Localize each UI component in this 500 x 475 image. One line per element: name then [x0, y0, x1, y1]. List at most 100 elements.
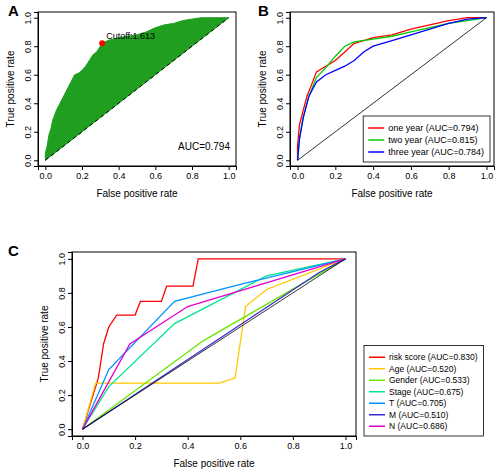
y-tick-mark	[68, 395, 72, 396]
y-tick-label: 1.0	[23, 12, 33, 25]
y-tick-mark	[34, 160, 38, 161]
legend-label: two year (AUC=0.815)	[388, 135, 477, 145]
x-tick-mark	[229, 166, 230, 170]
x-axis: 0.00.20.40.60.81.0	[291, 166, 495, 181]
y-tick-mark	[34, 46, 38, 47]
x-axis-line	[73, 437, 357, 441]
plot-frame	[72, 252, 356, 436]
y-tick-label: 1.0	[275, 12, 285, 25]
roc-line	[298, 18, 487, 161]
panel-title: C	[8, 242, 19, 259]
legend-swatch	[369, 403, 385, 405]
x-tick: 0.0	[292, 166, 305, 181]
y-axis-line	[34, 13, 39, 167]
x-tick-label: 0.8	[186, 171, 199, 181]
plot-frame	[38, 12, 236, 166]
y-tick: 1.0	[23, 12, 38, 25]
x-tick-mark	[119, 166, 120, 170]
legend-swatch	[369, 380, 385, 382]
y-tick-label: 0.6	[275, 69, 285, 82]
y-axis: 0.00.20.40.60.81.0	[57, 253, 73, 437]
y-axis-line	[68, 253, 73, 437]
x-tick-mark	[373, 166, 374, 170]
x-tick-mark	[192, 166, 193, 170]
x-tick-label: 1.0	[340, 441, 353, 451]
x-axis-title: False positive rate	[173, 458, 255, 469]
y-tick: 0.4	[57, 355, 72, 368]
x-tick: 1.0	[340, 436, 353, 451]
x-tick-mark	[82, 166, 83, 170]
x-tick-mark	[449, 166, 450, 170]
x-tick-mark	[345, 436, 346, 440]
y-axis-title: True positive rate	[257, 50, 268, 127]
x-tick-label: 0.6	[150, 171, 163, 181]
legend-label: Stage (AUC=0.675)	[389, 387, 464, 397]
x-tick-label: 0.6	[405, 171, 418, 181]
x-tick-mark	[335, 166, 336, 170]
y-tick: 0.0	[57, 423, 72, 436]
x-tick: 0.2	[129, 436, 142, 451]
reference-line	[83, 259, 346, 429]
x-tick-mark	[135, 436, 136, 440]
legend-label: Age (AUC=0.520)	[389, 364, 456, 374]
legend-label: N (AUC=0.686)	[389, 421, 448, 431]
y-tick: 0.6	[23, 69, 38, 82]
x-tick: 0.4	[113, 166, 126, 181]
y-tick: 0.0	[275, 155, 290, 168]
plot-area	[298, 18, 487, 161]
x-tick: 0.2	[76, 166, 89, 181]
y-tick-label: 0.4	[57, 355, 67, 368]
x-tick-label: 1.0	[223, 171, 236, 181]
legend-label: risk score (AUC=0.830)	[389, 352, 478, 362]
x-tick-mark	[298, 166, 299, 170]
plot-area	[45, 18, 228, 161]
legend-swatch	[368, 127, 384, 129]
x-tick-label: 0.4	[182, 441, 195, 451]
y-tick: 0.0	[23, 155, 38, 168]
y-tick-label: 0.8	[57, 287, 67, 300]
y-tick-mark	[286, 160, 290, 161]
x-tick-label: 0.8	[443, 171, 456, 181]
y-tick-mark	[286, 75, 290, 76]
panel-title: B	[258, 2, 269, 19]
x-tick-label: 0.0	[40, 171, 53, 181]
x-tick: 0.6	[150, 166, 163, 181]
y-tick-mark	[68, 293, 72, 294]
legend-swatch	[369, 414, 385, 416]
x-tick-label: 0.2	[129, 441, 142, 451]
roc-line	[298, 18, 487, 161]
x-axis-line	[39, 167, 237, 171]
y-tick-label: 0.6	[23, 69, 33, 82]
roc-line	[83, 259, 346, 429]
y-tick: 0.8	[275, 40, 290, 53]
legend-label: one year (AUC=0.794)	[388, 123, 478, 133]
y-tick-label: 0.0	[275, 155, 285, 168]
roc-line	[83, 259, 346, 429]
x-tick-label: 0.0	[77, 441, 90, 451]
legend-swatch	[369, 391, 385, 393]
y-tick-mark	[34, 103, 38, 104]
x-tick: 0.8	[186, 166, 199, 181]
roc-line	[298, 18, 487, 161]
annotation: AUC=0.794	[178, 141, 230, 152]
y-tick-mark	[68, 327, 72, 328]
x-tick-label: 0.6	[235, 441, 248, 451]
x-tick-label: 0.2	[330, 171, 343, 181]
y-tick-mark	[34, 75, 38, 76]
reference-line	[298, 18, 487, 161]
legend-swatch	[369, 357, 385, 359]
y-tick-mark	[286, 46, 290, 47]
y-axis-title: True positive rate	[5, 50, 16, 127]
panel: 0.00.20.40.60.81.00.00.20.40.60.81.0Fals…	[257, 2, 495, 199]
x-tick-label: 0.2	[76, 171, 89, 181]
legend-label: T (AUC=0.705)	[389, 398, 446, 408]
y-tick: 0.6	[275, 69, 290, 82]
legend: risk score (AUC=0.830)Age (AUC=0.520)Gen…	[364, 346, 484, 437]
x-axis-title: False positive rate	[351, 188, 433, 199]
x-tick-mark	[83, 436, 84, 440]
x-tick: 0.8	[443, 166, 456, 181]
y-tick: 0.8	[23, 40, 38, 53]
x-tick-label: 0.4	[113, 171, 126, 181]
legend-swatch	[368, 151, 384, 153]
x-tick: 0.2	[330, 166, 343, 181]
